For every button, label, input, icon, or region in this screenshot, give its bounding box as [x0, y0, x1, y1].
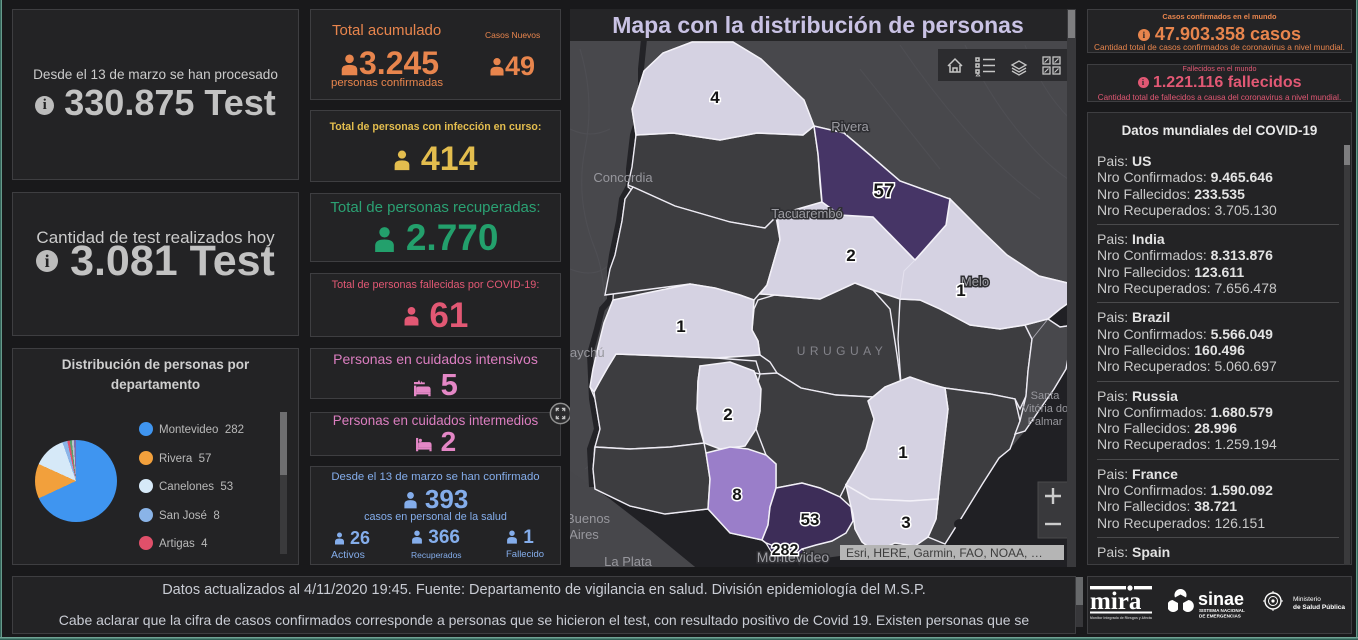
- svg-text:8: 8: [732, 485, 741, 504]
- svg-text:4: 4: [710, 88, 720, 107]
- svg-text:Rivera: Rivera: [831, 119, 869, 134]
- svg-text:Monitor Integrado de Riesgos y: Monitor Integrado de Riesgos y Afectacio…: [1090, 616, 1152, 620]
- svg-text:Melo: Melo: [961, 274, 989, 289]
- svg-text:57: 57: [873, 181, 894, 202]
- svg-text:Esri, HERE, Garmin, FAO, NOAA,: Esri, HERE, Garmin, FAO, NOAA, …: [846, 546, 1043, 560]
- svg-text:DE EMERGENCIAS: DE EMERGENCIAS: [1199, 614, 1241, 619]
- svg-text:Montevideo: Montevideo: [757, 549, 830, 565]
- svg-text:de Salud Pública: de Salud Pública: [1293, 604, 1345, 611]
- svg-text:guaychú: guaychú: [570, 345, 605, 360]
- svg-text:Vitória do: Vitória do: [1022, 403, 1068, 415]
- svg-text:282: 282: [772, 542, 799, 559]
- svg-text:sinae: sinae: [1198, 589, 1244, 609]
- svg-text:La Plata: La Plata: [604, 554, 652, 567]
- svg-text:Ministerio: Ministerio: [1293, 596, 1321, 603]
- svg-text:2: 2: [723, 405, 732, 424]
- svg-text:1: 1: [676, 317, 685, 336]
- svg-text:3: 3: [901, 513, 910, 532]
- svg-text:Tacuarembó: Tacuarembó: [771, 206, 843, 221]
- svg-text:Buenos: Buenos: [570, 511, 611, 526]
- svg-text:Aires: Aires: [570, 527, 599, 542]
- svg-text:mira: mira: [1090, 588, 1142, 615]
- svg-text:1: 1: [898, 443, 907, 462]
- svg-text:SISTEMA NACIONAL: SISTEMA NACIONAL: [1199, 608, 1245, 613]
- svg-text:1: 1: [956, 281, 965, 300]
- svg-text:Santa: Santa: [1031, 390, 1061, 402]
- svg-text:2: 2: [846, 246, 855, 265]
- svg-text:URUGUAY: URUGUAY: [797, 344, 888, 358]
- svg-text:53: 53: [801, 510, 820, 529]
- svg-text:Mapa con la distribución de pe: Mapa con la distribución de personas: [612, 12, 1024, 38]
- svg-text:Palmar: Palmar: [1028, 416, 1063, 428]
- svg-text:Concordia: Concordia: [593, 170, 653, 185]
